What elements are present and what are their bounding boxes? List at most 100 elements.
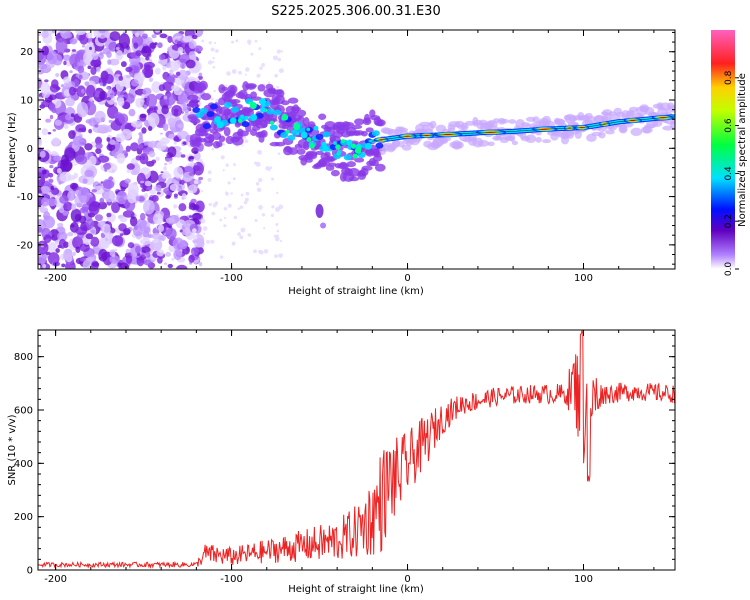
noise-blob — [173, 166, 184, 179]
noise-blob — [84, 211, 88, 217]
noise-blob — [65, 97, 75, 107]
speckle — [253, 249, 257, 254]
noise-blob — [125, 145, 131, 152]
speckle — [237, 232, 241, 236]
speckle — [247, 233, 252, 237]
speckle — [225, 84, 228, 87]
speckle — [240, 227, 246, 233]
speckle — [277, 57, 281, 62]
colorbar-tick-label: 0.2 — [724, 214, 734, 228]
noise-blob — [162, 171, 170, 179]
noise-blob — [109, 255, 120, 264]
snr-x-axis-label: Height of straight line (km) — [288, 584, 424, 595]
speckle — [207, 60, 213, 65]
noise-blob — [75, 124, 86, 133]
noise-blob — [142, 87, 152, 95]
noise-blob — [138, 132, 143, 136]
noise-blob — [159, 33, 168, 39]
noise-blob — [109, 31, 121, 42]
speckle — [237, 207, 241, 210]
noise-blob — [151, 34, 157, 39]
noise-blob — [171, 257, 175, 261]
ridge-spot — [357, 146, 362, 151]
speckle — [247, 39, 252, 45]
noise-blob — [143, 259, 152, 266]
noise-blob — [58, 207, 65, 214]
y-tick-label: 20 — [20, 47, 33, 58]
speckle — [244, 139, 249, 144]
noise-blob — [49, 114, 54, 120]
noise-blob — [109, 93, 114, 96]
noise-blob — [91, 189, 98, 193]
noise-blob — [61, 263, 66, 268]
noise-blob — [43, 234, 52, 244]
noise-blob — [139, 113, 147, 119]
noise-blob — [144, 180, 152, 187]
ridge-halo — [511, 140, 518, 146]
figure-title: S225.2025.306.00.31.E30 — [271, 4, 440, 19]
ridge-core — [273, 109, 282, 116]
speckle — [258, 47, 262, 51]
noise-blob — [102, 223, 111, 236]
speckle — [202, 226, 208, 231]
ridge-spot — [248, 101, 252, 105]
noise-blob — [167, 146, 177, 158]
noise-blob — [109, 249, 116, 257]
noise-blob — [75, 154, 88, 165]
speckle — [263, 227, 266, 230]
ridge-spot — [250, 114, 258, 121]
spectrogram-x-axis-label: Height of straight line (km) — [288, 286, 424, 297]
colorbar-ticks: 0.0 0.2 0.4 0.6 0.8 — [724, 70, 739, 276]
noise-blob — [181, 197, 185, 200]
noise-blob — [163, 166, 167, 171]
speckle — [201, 39, 205, 43]
noise-blob — [158, 234, 166, 242]
ridge-halo — [401, 144, 412, 151]
noise-blob — [177, 123, 183, 128]
ridge-halo — [372, 154, 383, 162]
noise-blob — [46, 198, 57, 207]
noise-blob — [69, 70, 73, 74]
ridge-spot — [337, 150, 342, 155]
ridge-halo — [605, 129, 615, 135]
noise-blob — [154, 30, 161, 33]
noise-blob — [115, 50, 124, 61]
speckle — [243, 200, 248, 205]
noise-blob — [94, 124, 99, 128]
ridge-halo — [274, 141, 286, 147]
speckle — [238, 70, 242, 75]
speckle — [276, 191, 279, 195]
ridge-spot — [237, 118, 243, 124]
speckle — [193, 235, 198, 240]
noise-blob — [84, 81, 90, 87]
speckle — [210, 47, 215, 52]
ridge-halo — [455, 141, 464, 149]
noise-blob — [165, 195, 171, 199]
isolated-blob-tail — [320, 222, 327, 229]
noise-blob — [92, 262, 100, 267]
noise-blob — [109, 139, 116, 145]
noise-blob — [179, 239, 188, 250]
snr-frame — [37, 329, 676, 571]
noise-blob — [188, 40, 197, 49]
ridge-core — [280, 131, 289, 138]
speckle — [211, 147, 215, 151]
noise-blob — [123, 93, 135, 104]
noise-blob — [72, 251, 76, 257]
speckle — [232, 177, 236, 181]
ridge-halo — [392, 139, 400, 148]
speckle — [275, 223, 279, 226]
noise-blob — [140, 238, 151, 245]
noise-blob — [95, 142, 103, 150]
ridge-centerline — [372, 116, 675, 142]
spectrogram-y-axis-label: Frequency (Hz) — [7, 112, 18, 188]
noise-blob — [81, 88, 85, 94]
noise-blob — [146, 109, 151, 114]
noise-blob — [173, 249, 183, 261]
noise-blob — [38, 226, 43, 233]
noise-blob — [60, 158, 73, 173]
noise-blob — [179, 179, 185, 186]
noise-blob — [143, 104, 148, 110]
